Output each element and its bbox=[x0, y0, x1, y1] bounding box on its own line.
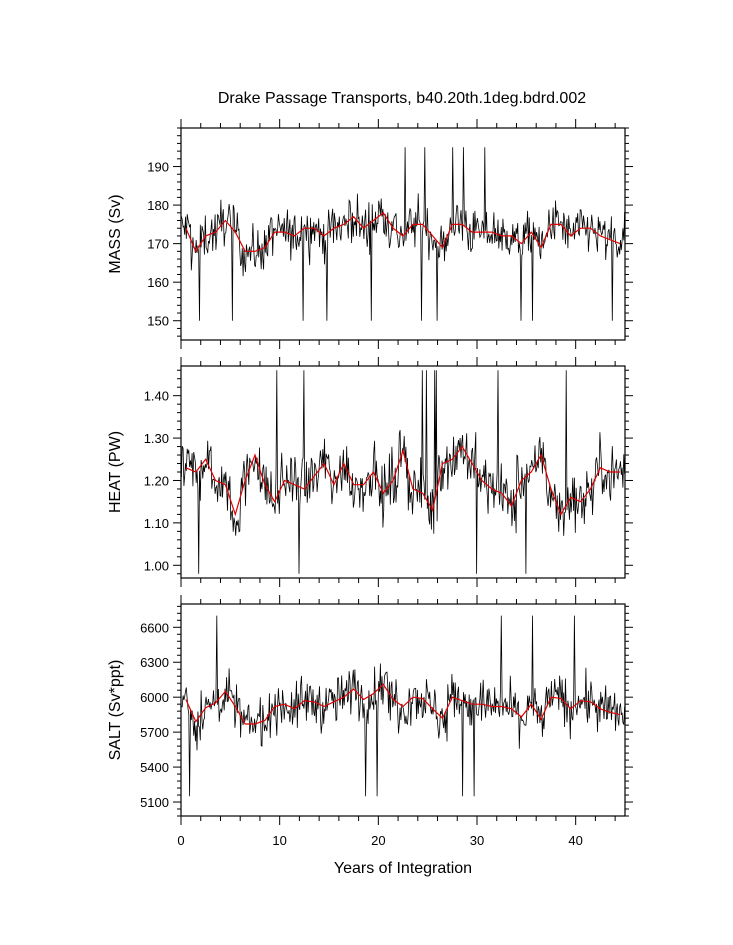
annual-mean-line bbox=[185, 211, 621, 253]
y-tick-label: 6300 bbox=[140, 655, 169, 670]
y-axis-title: SALT (Sv*ppt) bbox=[107, 660, 124, 761]
y-tick-label: 1.40 bbox=[144, 389, 169, 404]
annual-mean-line bbox=[185, 445, 621, 517]
y-axis-title: HEAT (PW) bbox=[107, 431, 124, 513]
y-tick-label: 5100 bbox=[140, 795, 169, 810]
x-tick-label: 30 bbox=[470, 833, 484, 848]
y-tick-label: 1.00 bbox=[144, 558, 169, 573]
y-tick-label: 180 bbox=[147, 198, 169, 213]
plot-frame bbox=[180, 365, 626, 579]
y-tick-label: 5400 bbox=[140, 760, 169, 775]
panels-group: 150 160 170 180 190 MASS (Sv) 1.00 1.10 1.20 1.30… bbox=[107, 119, 633, 877]
panel-3: 5100 5400 5700 6000 6300 6600 SALT (Sv*ppt) 0 10… bbox=[107, 595, 633, 877]
y-tick-label: 6600 bbox=[140, 620, 169, 635]
y-axis-title: MASS (Sv) bbox=[107, 194, 124, 273]
y-tick-label: 6000 bbox=[140, 690, 169, 705]
x-tick-label: 40 bbox=[568, 833, 582, 848]
y-tick-label: 5700 bbox=[140, 725, 169, 740]
y-tick-label: 160 bbox=[147, 275, 169, 290]
x-tick-label: 20 bbox=[371, 833, 385, 848]
plot-frame bbox=[180, 603, 626, 817]
y-tick-label: 190 bbox=[147, 160, 169, 175]
panel-2: 1.00 1.10 1.20 1.30 1.40 HEAT (PW) bbox=[107, 357, 633, 587]
x-axis-title: Years of Integration bbox=[334, 860, 472, 877]
monthly-series-line bbox=[181, 615, 625, 797]
y-tick-label: 170 bbox=[147, 237, 169, 252]
plot-frame bbox=[180, 127, 626, 341]
x-tick-label: 10 bbox=[272, 833, 286, 848]
x-tick-label: 0 bbox=[177, 833, 184, 848]
y-tick-label: 1.20 bbox=[144, 473, 169, 488]
panel-1: 150 160 170 180 190 MASS (Sv) bbox=[107, 119, 633, 349]
y-tick-label: 1.10 bbox=[144, 516, 169, 531]
y-tick-label: 150 bbox=[147, 314, 169, 329]
chart-title: Drake Passage Transports, b40.20th.1deg.… bbox=[218, 90, 586, 107]
annual-mean-line bbox=[185, 683, 621, 725]
monthly-series-line bbox=[181, 147, 625, 321]
y-tick-label: 1.30 bbox=[144, 431, 169, 446]
